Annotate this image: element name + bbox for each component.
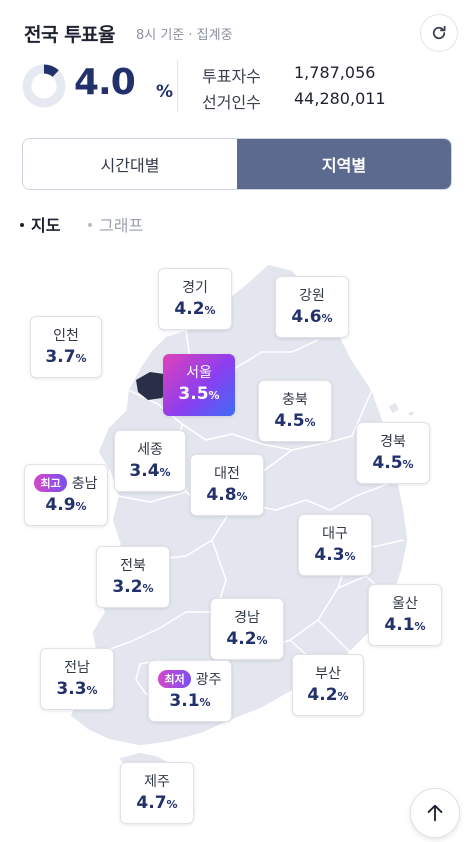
region-card-jeju[interactable]: 제주 4.7% <box>120 762 194 824</box>
region-rate: 3.2% <box>112 577 154 597</box>
region-name: 인천 <box>53 328 79 344</box>
region-card-daejeon[interactable]: 대전 4.8% <box>190 454 264 516</box>
region-card-jeonbuk[interactable]: 전북 3.2% <box>96 546 170 608</box>
update-status: 8시 기준 · 집계중 <box>136 28 233 43</box>
region-rate: 4.2% <box>174 299 216 319</box>
region-name: 전남 <box>64 660 90 676</box>
electorate-label: 선거인수 <box>202 93 261 112</box>
region-rate: 4.7% <box>136 793 178 813</box>
region-name: 울산 <box>392 596 418 612</box>
region-name: 강원 <box>299 288 325 304</box>
region-rate: 3.7% <box>45 347 87 367</box>
view-toggle: 시간대별 지역별 <box>22 138 452 190</box>
national-turnout: 4.0 % <box>22 62 182 112</box>
region-name: 서울 <box>186 365 212 381</box>
region-card-busan[interactable]: 부산 4.2% <box>292 654 364 716</box>
region-card-gyeongbuk[interactable]: 경북 4.5% <box>356 422 430 484</box>
region-rate: 3.3% <box>56 679 98 699</box>
region-name: 경북 <box>380 434 406 450</box>
region-card-gyeonggi[interactable]: 경기 4.2% <box>158 268 232 330</box>
tab-by-time[interactable]: 시간대별 <box>23 139 237 189</box>
turnout-rate: 4.0 <box>74 62 136 103</box>
region-rate: 3.5% <box>178 384 220 404</box>
region-name: 대전 <box>214 466 240 482</box>
divider <box>177 60 178 112</box>
region-name: 대구 <box>322 526 348 542</box>
electorate-value: 44,280,011 <box>294 89 386 108</box>
turnout-unit: % <box>156 82 174 102</box>
region-rate: 4.6% <box>291 307 333 327</box>
region-card-seoul[interactable]: 서울 3.5% <box>163 354 235 416</box>
region-card-gangwon[interactable]: 강원 4.6% <box>275 276 349 338</box>
region-rate: 4.2% <box>307 685 349 705</box>
voters-value: 1,787,056 <box>294 63 376 82</box>
scroll-top-button[interactable] <box>410 788 460 838</box>
region-card-incheon[interactable]: 인천 3.7% <box>30 316 102 378</box>
region-card-gyeongnam[interactable]: 경남 4.2% <box>210 598 284 660</box>
region-name: 경기 <box>182 280 208 296</box>
tab-map[interactable]: 지도 <box>20 212 60 236</box>
header: 전국 투표율 8시 기준 · 집계중 <box>24 14 458 52</box>
region-name: 부산 <box>315 666 341 682</box>
region-rate: 4.8% <box>206 485 248 505</box>
region-rate: 4.5% <box>372 453 414 473</box>
region-card-ulsan[interactable]: 울산 4.1% <box>368 584 442 646</box>
turnout-donut <box>22 64 66 108</box>
region-name: 최저 광주 <box>149 669 231 689</box>
region-rate: 4.5% <box>274 411 316 431</box>
region-rate: 3.4% <box>129 461 171 481</box>
region-name: 최고 충남 <box>25 473 107 493</box>
region-name: 경남 <box>234 610 260 626</box>
tab-graph[interactable]: 그래프 <box>88 212 143 236</box>
tab-map-label: 지도 <box>31 216 61 235</box>
region-rate: 4.3% <box>314 545 356 565</box>
region-card-sejong[interactable]: 세종 3.4% <box>114 430 186 492</box>
region-card-daegu[interactable]: 대구 4.3% <box>298 514 372 576</box>
region-rate: 4.2% <box>226 629 268 649</box>
region-rate: 3.1% <box>169 691 211 711</box>
page-title: 전국 투표율 <box>24 24 116 46</box>
refresh-icon <box>432 25 446 40</box>
lowest-badge: 최저 <box>158 670 191 688</box>
highest-badge: 최고 <box>34 474 67 492</box>
arrow-up-icon <box>427 804 443 822</box>
region-card-chungnam[interactable]: 최고 충남 4.9% <box>24 464 108 526</box>
region-card-gwangju[interactable]: 최저 광주 3.1% <box>148 660 232 722</box>
region-rate: 4.9% <box>45 495 87 515</box>
region-map: 경기 4.2% 강원 4.6% 인천 3.7% 서울 3.5% 충북 4.5% … <box>0 240 474 842</box>
region-name: 세종 <box>137 442 163 458</box>
region-rate: 4.1% <box>384 615 426 635</box>
refresh-button[interactable] <box>420 14 458 52</box>
region-name: 제주 <box>144 774 170 790</box>
voters-label: 투표자수 <box>202 67 261 86</box>
region-card-chungbuk[interactable]: 충북 4.5% <box>258 380 332 442</box>
region-name: 충북 <box>282 392 308 408</box>
tab-graph-label: 그래프 <box>99 216 144 235</box>
tab-by-region[interactable]: 지역별 <box>237 139 451 189</box>
region-card-jeonnam[interactable]: 전남 3.3% <box>40 648 114 710</box>
region-name: 전북 <box>120 558 146 574</box>
